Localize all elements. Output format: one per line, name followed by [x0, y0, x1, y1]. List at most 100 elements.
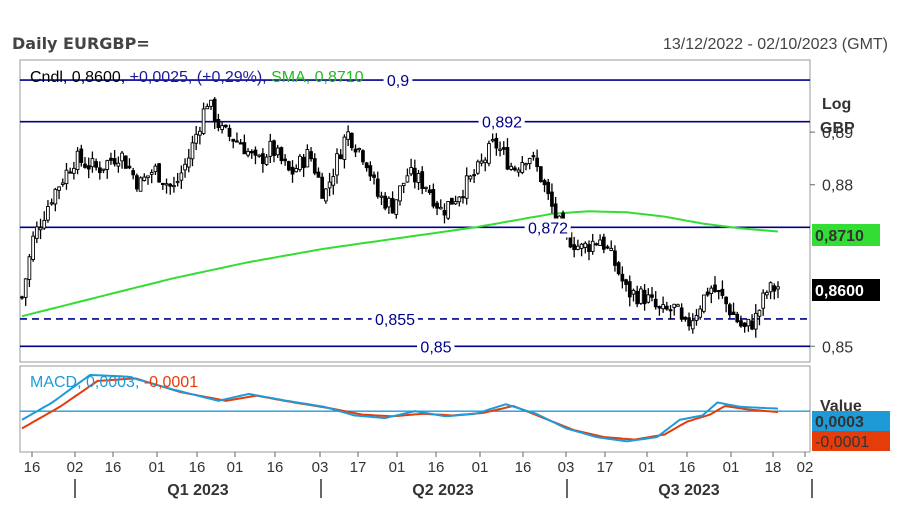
candle: [201, 102, 206, 136]
candle-body: [494, 137, 499, 149]
candle-body: [179, 172, 184, 181]
candle-body: [60, 182, 65, 185]
candle-body: [324, 188, 328, 202]
candle-body: [639, 288, 643, 304]
candle: [146, 175, 150, 185]
candle: [149, 169, 154, 184]
candle: [442, 203, 447, 224]
candle-body: [709, 287, 714, 294]
candle-body: [94, 161, 98, 168]
candle-body: [420, 171, 425, 189]
candle: [509, 162, 514, 171]
candle: [301, 153, 306, 177]
candle: [601, 233, 606, 254]
legend-last: 0,8600: [72, 69, 121, 86]
candle: [679, 303, 684, 322]
candle: [324, 188, 328, 204]
candle-body: [720, 288, 725, 296]
candle: [405, 168, 410, 183]
candle-body: [679, 307, 684, 320]
candle: [387, 196, 391, 214]
price-tag-text: 0,8600: [815, 283, 864, 300]
candle-body: [257, 154, 262, 157]
candle-body: [109, 157, 113, 161]
candle: [231, 138, 236, 149]
candle-body: [464, 175, 469, 199]
level-lines: [20, 79, 810, 348]
candle-body: [175, 181, 180, 184]
candle-body: [772, 285, 777, 292]
candle: [53, 187, 58, 212]
candle: [83, 157, 87, 169]
candle: [479, 153, 484, 167]
candle-body: [312, 158, 317, 174]
candle-body: [601, 236, 606, 250]
candle-body: [487, 143, 491, 164]
candle-body: [750, 320, 754, 330]
candle-body: [194, 133, 199, 144]
candle-body: [427, 189, 432, 193]
candle-body: [442, 210, 447, 216]
candle-body: [757, 309, 762, 317]
sma-tag: [812, 224, 880, 246]
candle-body: [676, 304, 680, 307]
candle: [702, 294, 706, 314]
candle: [172, 176, 176, 193]
date-tick-label: 16: [428, 459, 445, 476]
candle: [135, 173, 139, 192]
candle: [253, 146, 258, 165]
candle: [627, 275, 632, 307]
candle-body: [505, 147, 510, 170]
candle: [131, 167, 136, 180]
candle: [594, 242, 599, 246]
candle-body: [705, 291, 710, 296]
macd-line: [21, 373, 779, 443]
candle-body: [346, 131, 350, 140]
date-tick-label: 16: [24, 459, 41, 476]
candle: [739, 315, 743, 328]
candle-body: [394, 199, 399, 215]
candle: [309, 147, 313, 162]
candle: [605, 244, 610, 250]
candle: [435, 200, 439, 216]
candle-body: [379, 195, 384, 198]
candle-body: [509, 165, 514, 170]
candle-body: [735, 313, 740, 323]
candle: [542, 178, 547, 193]
candle-body: [424, 186, 428, 189]
candle: [157, 162, 161, 183]
candle: [772, 283, 777, 300]
candle: [346, 125, 350, 147]
candle-body: [68, 171, 73, 174]
candle-body: [164, 183, 169, 186]
candle: [546, 178, 551, 200]
candle-body: [431, 189, 436, 207]
candle: [642, 284, 647, 311]
candle-body: [446, 200, 451, 219]
candle: [412, 159, 417, 189]
candle-body: [361, 150, 365, 163]
candle: [34, 221, 39, 244]
candle: [216, 113, 221, 132]
date-tick-label: 03: [312, 459, 329, 476]
candle: [75, 147, 80, 175]
legend-type: Cndl: [30, 69, 63, 86]
candle-body: [290, 166, 295, 175]
candle: [335, 148, 339, 184]
candle-body: [120, 152, 124, 162]
candle-body: [579, 243, 584, 249]
candle-body: [23, 278, 28, 298]
legend-change: +0,0025: [130, 69, 188, 86]
signal-tag-text: -0,0001: [815, 434, 869, 451]
candle-body: [587, 244, 591, 252]
candle: [20, 295, 24, 300]
candle: [501, 141, 506, 155]
candle-body: [742, 322, 747, 327]
candle: [494, 133, 499, 156]
candle: [42, 211, 47, 230]
candle-body: [713, 284, 717, 293]
candle-body: [609, 247, 614, 251]
candle: [60, 178, 65, 187]
candle-body: [157, 163, 161, 183]
